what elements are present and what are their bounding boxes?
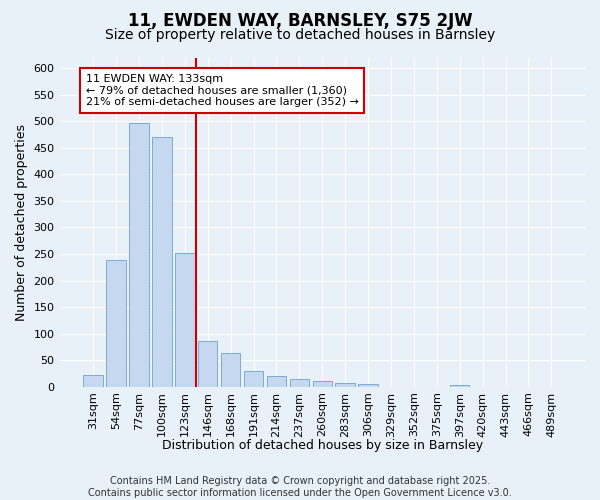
Bar — [313, 382, 332, 386]
Bar — [175, 253, 194, 386]
Bar — [358, 384, 378, 386]
Bar — [450, 384, 469, 386]
Text: 11 EWDEN WAY: 133sqm
← 79% of detached houses are smaller (1,360)
21% of semi-de: 11 EWDEN WAY: 133sqm ← 79% of detached h… — [86, 74, 359, 107]
Y-axis label: Number of detached properties: Number of detached properties — [15, 124, 28, 320]
Bar — [129, 123, 149, 386]
Text: Size of property relative to detached houses in Barnsley: Size of property relative to detached ho… — [105, 28, 495, 42]
Bar — [106, 260, 126, 386]
Text: Contains HM Land Registry data © Crown copyright and database right 2025.
Contai: Contains HM Land Registry data © Crown c… — [88, 476, 512, 498]
Bar — [244, 371, 263, 386]
Bar — [267, 376, 286, 386]
Bar — [152, 137, 172, 386]
Bar — [198, 340, 217, 386]
Bar — [221, 354, 241, 386]
X-axis label: Distribution of detached houses by size in Barnsley: Distribution of detached houses by size … — [162, 440, 483, 452]
Text: 11, EWDEN WAY, BARNSLEY, S75 2JW: 11, EWDEN WAY, BARNSLEY, S75 2JW — [128, 12, 472, 30]
Bar — [290, 380, 309, 386]
Bar — [83, 374, 103, 386]
Bar — [335, 383, 355, 386]
